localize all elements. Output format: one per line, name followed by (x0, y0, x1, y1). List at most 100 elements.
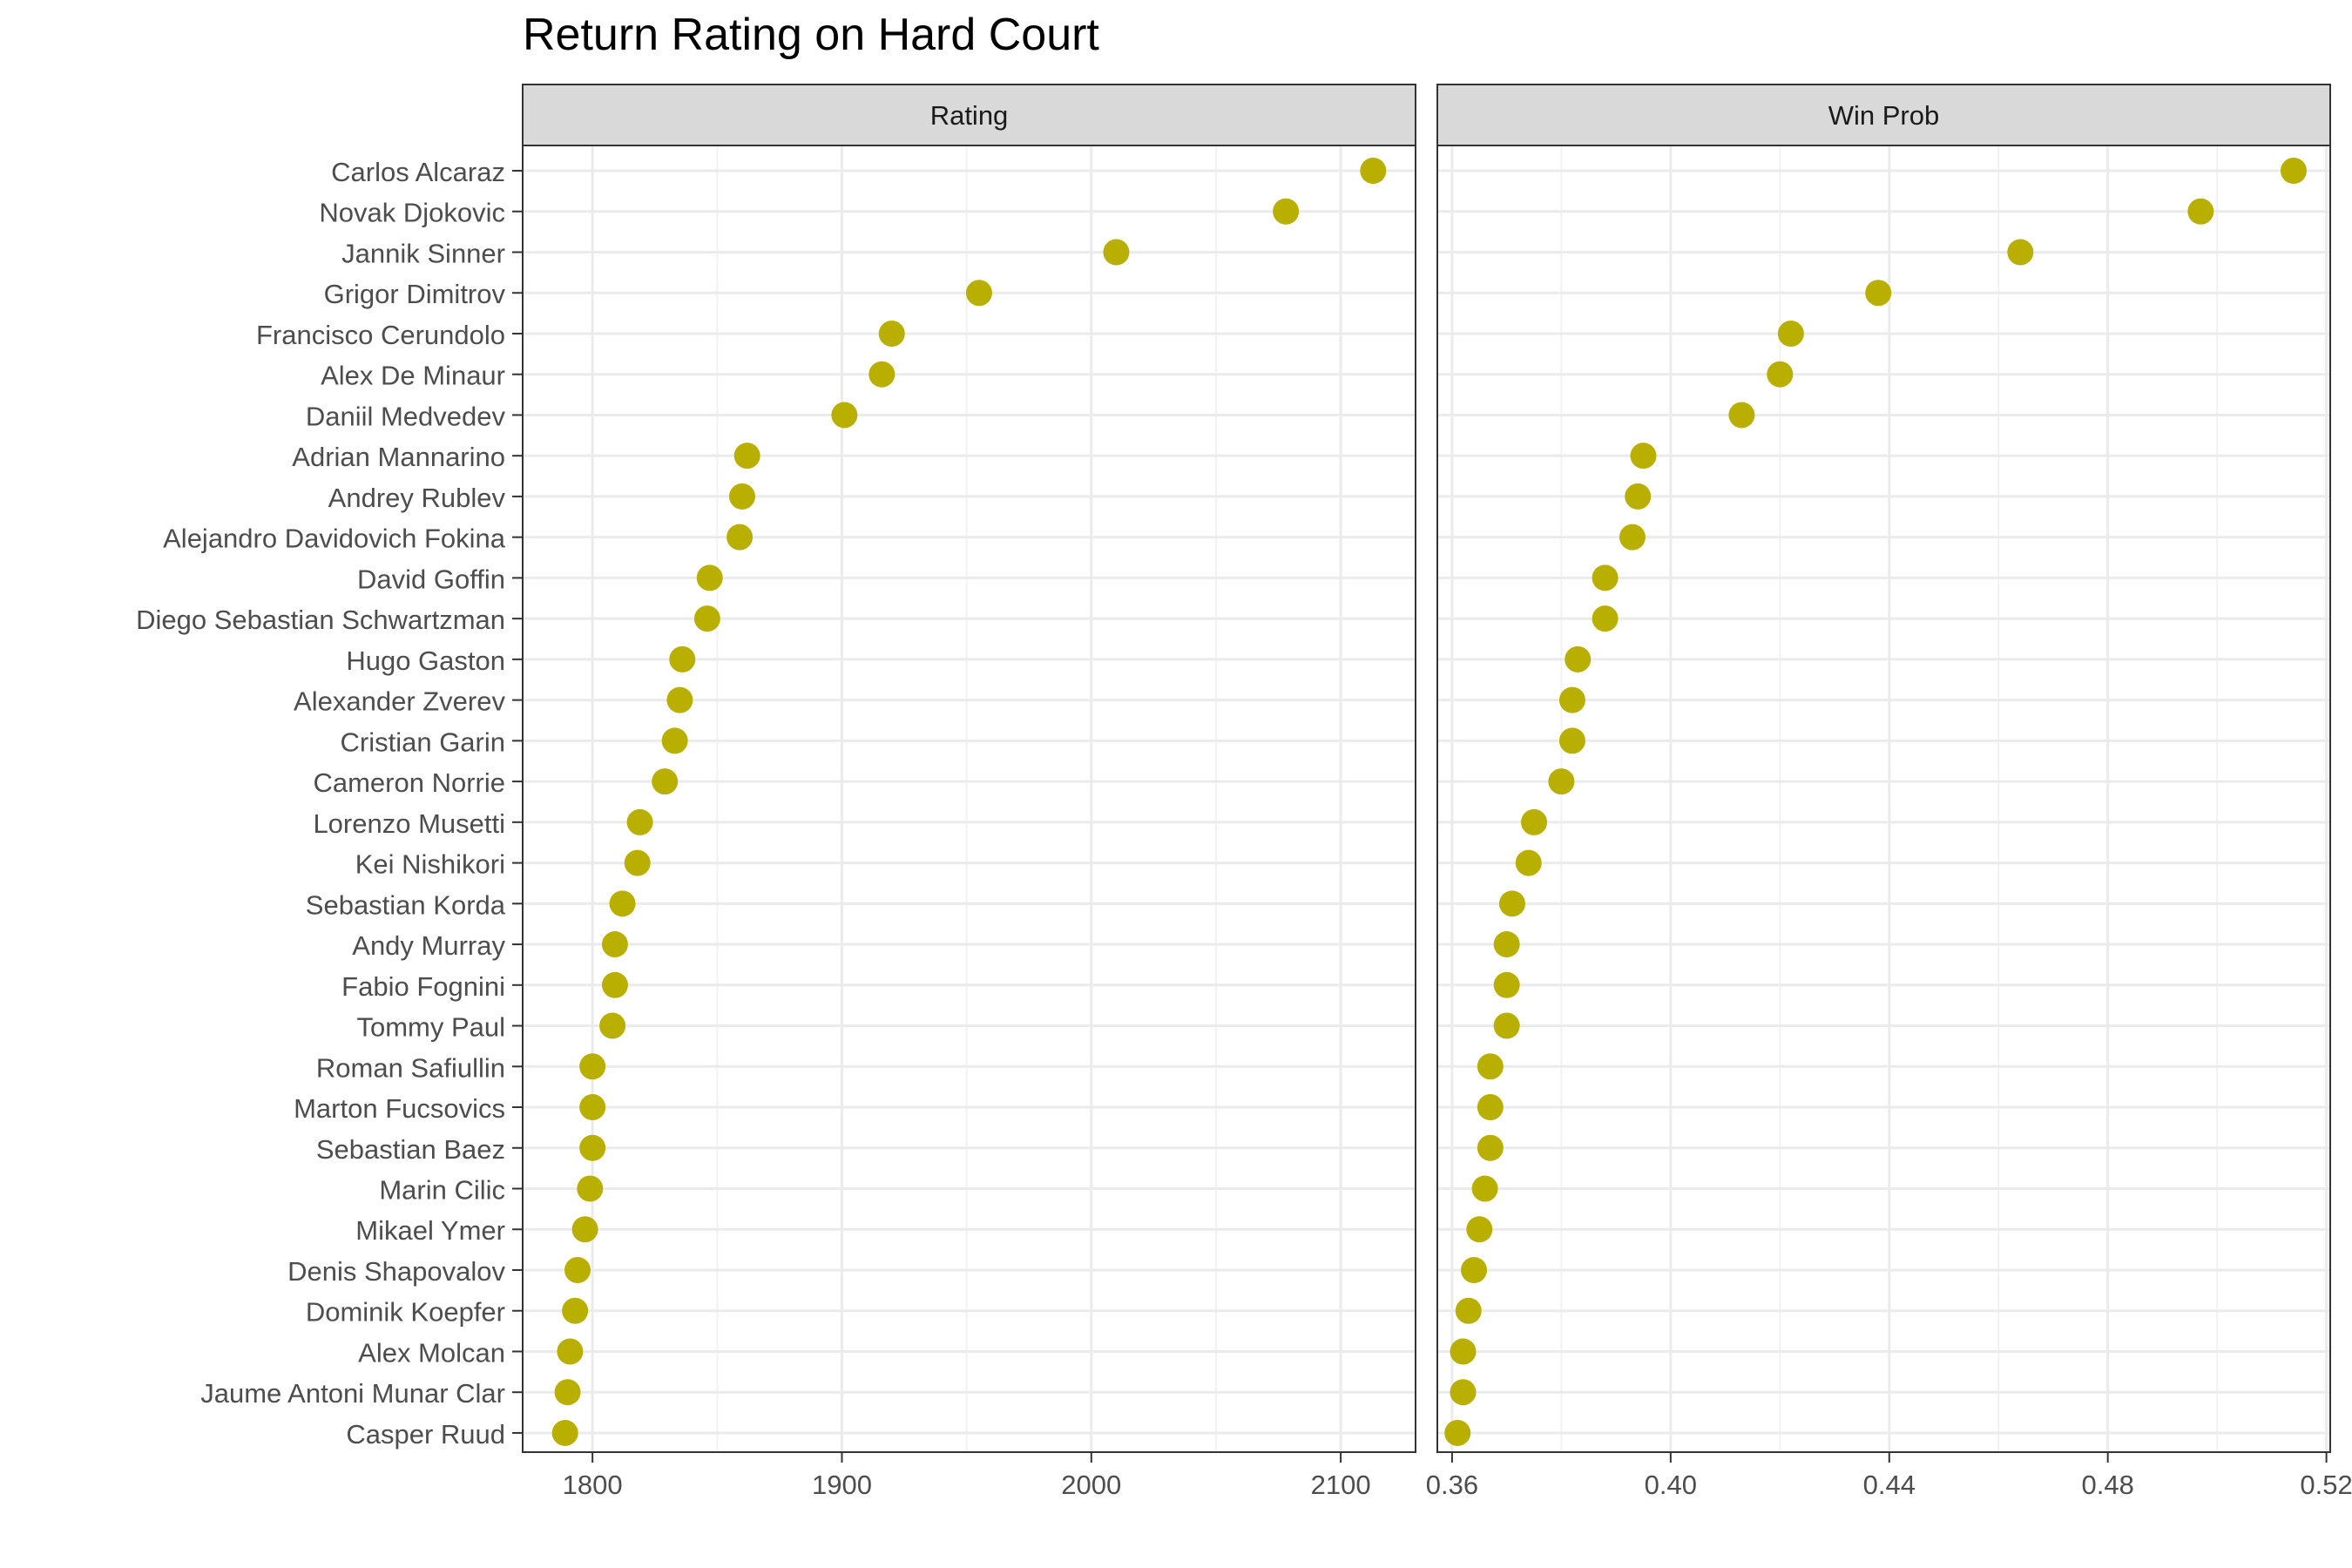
chart-title: Return Rating on Hard Court (523, 10, 1099, 60)
panel-0: Rating 1800 1900 2000 2100 (522, 84, 1416, 1500)
data-point (1461, 1256, 1488, 1283)
data-point (1728, 402, 1755, 429)
y-axis-labels: Carlos Alcaraz Novak Djokovic Jannik Sinne… (136, 157, 523, 1450)
y-tick-label: Sebastian Korda (306, 889, 506, 920)
data-point (579, 1134, 606, 1161)
y-tick-label: Francisco Cerundolo (256, 320, 505, 350)
data-point (2280, 158, 2307, 184)
data-point (1466, 1216, 1493, 1243)
y-tick-label: Alexander Zverev (294, 686, 505, 717)
panel-background (523, 145, 1416, 1452)
data-point (733, 443, 760, 470)
y-tick-label: Grigor Dimitrov (324, 279, 506, 309)
y-tick-label: Jannik Sinner (341, 238, 505, 268)
y-tick-label: Jaume Antoni Munar Clar (200, 1378, 505, 1409)
data-point (965, 280, 992, 307)
facet-strip (1436, 84, 2331, 146)
data-point (1493, 971, 1520, 998)
data-point (1558, 686, 1585, 713)
data-point (1625, 483, 1652, 510)
data-point (669, 645, 696, 672)
data-point (1103, 239, 1130, 266)
data-point (878, 320, 905, 347)
x-tick-label: 0.52 (2300, 1470, 2352, 1500)
data-point (599, 1012, 626, 1039)
data-point (557, 1338, 584, 1365)
x-tick-label: 0.44 (1863, 1470, 1916, 1500)
data-point (626, 808, 653, 835)
data-point (831, 402, 858, 429)
y-tick-label: Alex De Minaur (321, 361, 505, 391)
data-point (1450, 1379, 1477, 1406)
y-tick-label: Tommy Paul (356, 1012, 505, 1043)
data-point (1493, 931, 1520, 958)
data-point (2007, 239, 2034, 266)
data-point (661, 727, 688, 754)
x-tick-label: 2100 (1311, 1470, 1371, 1500)
x-tick-label: 2000 (1061, 1470, 1121, 1500)
y-tick-label: Diego Sebastian Schwartzman (136, 605, 505, 635)
data-point (1521, 808, 1548, 835)
data-point (1477, 1053, 1504, 1080)
data-point (579, 1053, 606, 1080)
data-point (1444, 1419, 1471, 1446)
data-point (551, 1419, 578, 1446)
data-point (1493, 1012, 1520, 1039)
y-tick-label: Denis Shapovalov (287, 1256, 505, 1287)
data-point (562, 1297, 589, 1324)
data-point (601, 971, 628, 998)
data-point (1273, 198, 1300, 225)
data-point (579, 1094, 606, 1121)
data-point (1865, 280, 1892, 307)
data-point (1558, 727, 1585, 754)
y-tick-label: Roman Safiullin (316, 1052, 505, 1083)
y-tick-label: Mikael Ymer (355, 1215, 505, 1246)
x-tick-label: 0.36 (1426, 1470, 1478, 1500)
y-tick-label: Cristian Garin (341, 727, 506, 757)
x-tick-label: 0.40 (1645, 1470, 1697, 1500)
y-tick-label: Adrian Mannarino (292, 442, 505, 472)
data-point (571, 1216, 598, 1243)
data-point (1767, 361, 1794, 388)
y-tick-label: Andrey Rublev (328, 483, 506, 513)
data-point (652, 768, 679, 795)
data-point (727, 524, 754, 551)
data-point (1498, 890, 1525, 917)
data-point (1471, 1175, 1498, 1202)
y-tick-label: Sebastian Baez (316, 1134, 505, 1165)
panel-background (1437, 145, 2330, 1452)
data-point (1450, 1338, 1477, 1365)
y-tick-label: David Goffin (357, 564, 505, 594)
y-tick-label: Novak Djokovic (319, 198, 505, 228)
panel-border (1436, 145, 2331, 1453)
x-tick-label: 0.48 (2082, 1470, 2134, 1500)
data-point (1592, 564, 1619, 591)
data-point (554, 1379, 581, 1406)
data-point (577, 1175, 604, 1202)
data-point (1515, 849, 1542, 876)
panel-1: Win Prob 0.36 0.40 0.44 0.48 0.52 (1426, 84, 2352, 1500)
y-tick-label: Fabio Fognini (341, 971, 505, 1002)
data-point (666, 686, 693, 713)
data-point (624, 849, 651, 876)
data-point (1630, 443, 1657, 470)
data-point (601, 931, 628, 958)
data-point (868, 361, 896, 388)
data-point (564, 1256, 591, 1283)
facet-strip-label: Win Prob (1828, 100, 1939, 131)
data-point (1619, 524, 1646, 551)
data-point (609, 890, 636, 917)
y-tick-label: Marton Fucsovics (294, 1093, 505, 1124)
y-tick-label: Marin Cilic (379, 1175, 505, 1206)
data-point (728, 483, 755, 510)
panel-border (522, 145, 1416, 1453)
y-tick-label: Kei Nishikori (355, 849, 505, 880)
facet-panels: Rating 1800 1900 2000 2100 Win Prob 0.36 0.40 0.… (522, 84, 2352, 1500)
y-tick-label: Alejandro Davidovich Fokina (163, 524, 506, 554)
data-point (2187, 198, 2214, 225)
data-point (1592, 605, 1619, 632)
data-point (1477, 1094, 1504, 1121)
y-tick-label: Carlos Alcaraz (331, 157, 505, 187)
y-tick-label: Dominik Koepfer (306, 1297, 505, 1328)
